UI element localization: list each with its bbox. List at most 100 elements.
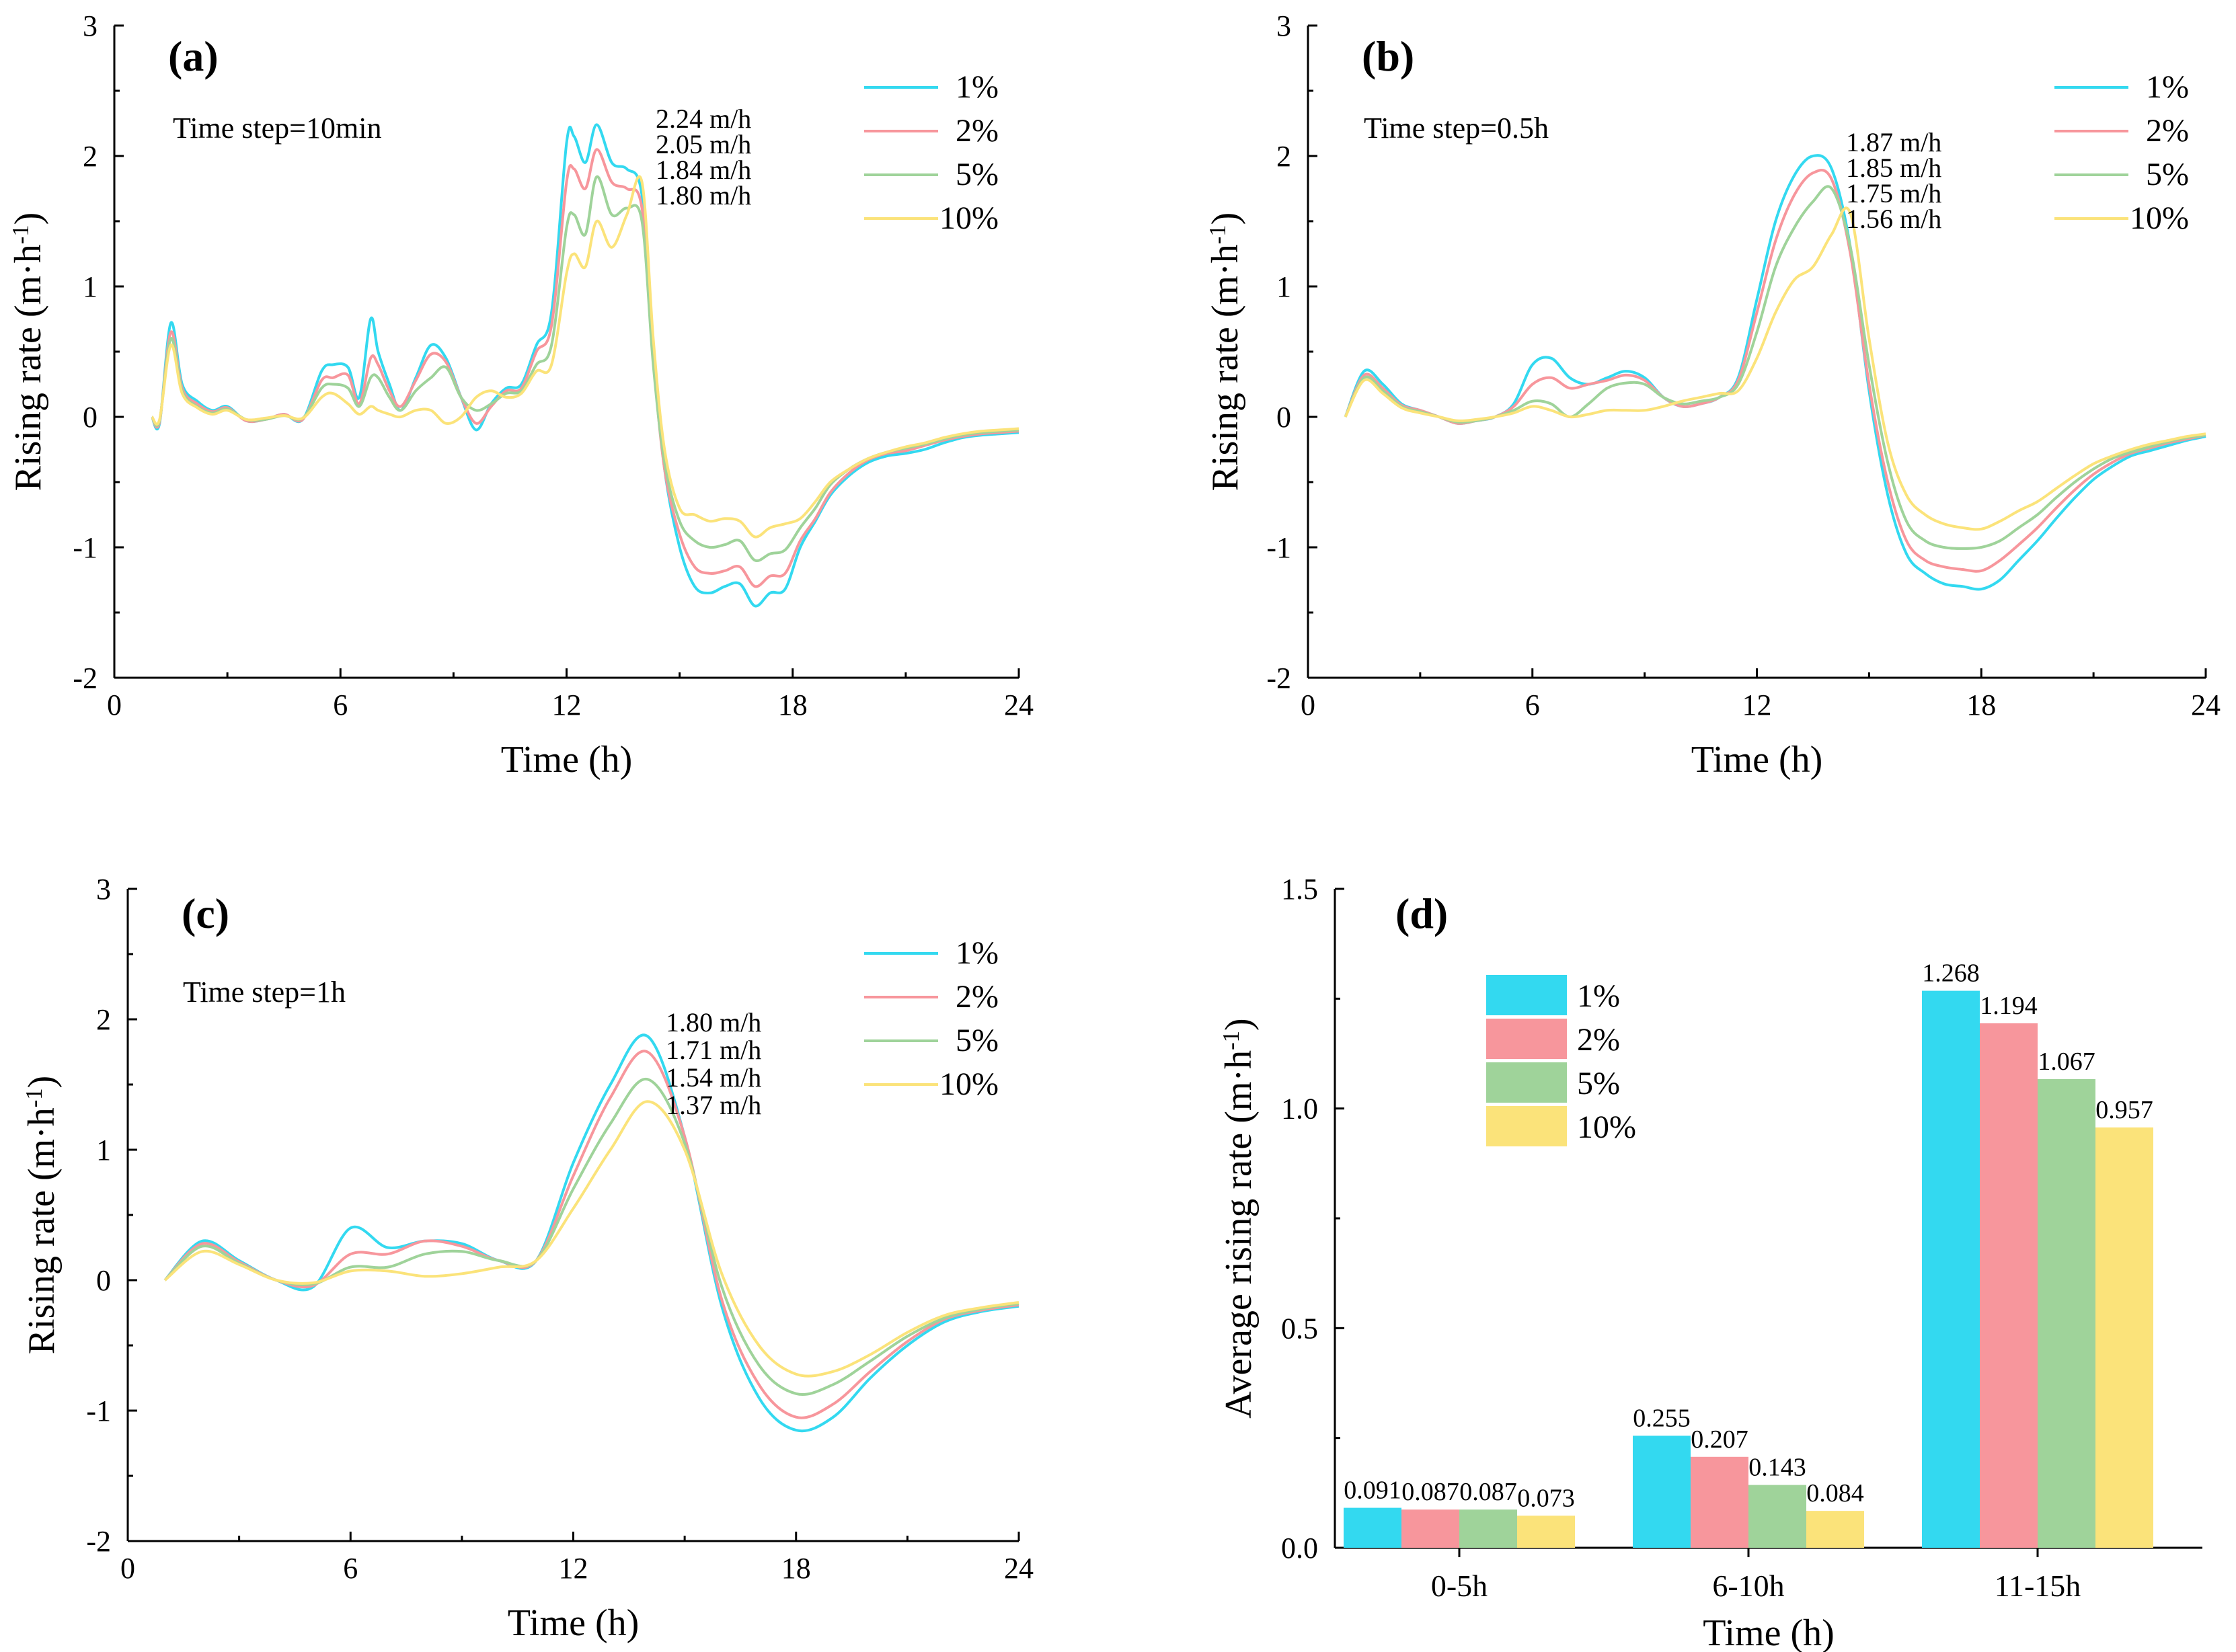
x-tick-label: 0 xyxy=(1301,689,1315,721)
y-axis-label-main: Average rising rate (m·h xyxy=(1218,1050,1260,1419)
legend-label: 5% xyxy=(2146,157,2189,192)
bar-2pct-0-5h xyxy=(1401,1509,1459,1548)
x-tick-label: 18 xyxy=(781,1552,811,1585)
y-axis-label-close: ) xyxy=(1218,1018,1260,1031)
y-axis-label-close: ) xyxy=(1204,212,1246,225)
x-tick-label: 0 xyxy=(120,1552,135,1585)
bar-10pct-11-15h xyxy=(2095,1127,2153,1548)
bar-value-label: 1.067 xyxy=(2038,1048,2095,1076)
peak-value-label: 1.56 m/h xyxy=(1846,204,1941,234)
legend-swatch xyxy=(1486,1019,1567,1059)
bar-1pct-6-10h xyxy=(1633,1435,1691,1548)
series-line-2pct xyxy=(1344,169,2206,573)
legend-label: 2% xyxy=(2146,113,2189,149)
y-tick-label: 3 xyxy=(83,9,98,42)
y-tick-label: 3 xyxy=(96,873,111,906)
legend-label: 10% xyxy=(939,200,999,236)
series-line-2pct xyxy=(163,1050,1019,1419)
x-tick-label: 0 xyxy=(107,689,122,721)
x-tick-label: 6-10h xyxy=(1712,1569,1784,1603)
time-step-annotation: Time step=1h xyxy=(183,976,346,1009)
peak-value-label: 1.80 m/h xyxy=(666,1007,761,1037)
peak-value-label: 1.80 m/h xyxy=(656,180,751,210)
peak-value-label: 1.75 m/h xyxy=(1846,178,1941,208)
x-axis-label: Time (h) xyxy=(1703,1612,1835,1652)
peak-value-label: 1.87 m/h xyxy=(1846,127,1941,157)
y-axis-label-superscript: -1 xyxy=(21,1088,47,1107)
bar-10pct-6-10h xyxy=(1806,1511,1864,1548)
x-tick-label: 18 xyxy=(1966,689,1996,721)
y-axis-label-close: ) xyxy=(7,212,49,225)
y-axis-label-main: Rising rate (m·h xyxy=(7,244,49,491)
bar-value-label: 0.087 xyxy=(1459,1478,1517,1506)
bar-2pct-6-10h xyxy=(1691,1456,1748,1548)
bar-1pct-11-15h xyxy=(1922,990,1980,1548)
bar-value-label: 1.194 xyxy=(1980,992,2038,1020)
series-line-5pct xyxy=(163,1078,1019,1396)
series-line-1pct xyxy=(151,123,1019,608)
x-axis-label: Time (h) xyxy=(501,739,633,781)
x-axis-label: Time (h) xyxy=(1691,739,1823,781)
bar-value-label: 0.087 xyxy=(1401,1478,1459,1506)
y-tick-label: -1 xyxy=(73,531,98,564)
y-tick-label: 0.0 xyxy=(1281,1532,1318,1565)
y-tick-label: 3 xyxy=(1276,9,1291,42)
y-axis-label: Average rising rate (m·h-1) xyxy=(1218,1018,1260,1418)
peak-value-label: 2.05 m/h xyxy=(656,129,751,159)
legend-label: 10% xyxy=(1577,1109,1636,1145)
bar-5pct-0-5h xyxy=(1459,1509,1517,1548)
y-axis-label: Rising rate (m·h-1) xyxy=(21,1076,63,1355)
y-tick-label: -2 xyxy=(1266,662,1291,695)
peak-value-label: 1.85 m/h xyxy=(1846,153,1941,183)
time-step-annotation: Time step=10min xyxy=(173,112,381,145)
y-axis-label: Rising rate (m·h-1) xyxy=(1204,212,1246,491)
x-tick-label: 6 xyxy=(1525,689,1540,721)
legend-label: 10% xyxy=(2130,200,2189,236)
legend-label: 2% xyxy=(956,979,999,1015)
y-tick-label: 0.5 xyxy=(1281,1312,1318,1345)
y-axis-label: Rising rate (m·h-1) xyxy=(7,212,49,491)
y-tick-label: 1.5 xyxy=(1281,873,1318,906)
legend-label: 2% xyxy=(1577,1022,1620,1058)
y-tick-label: -2 xyxy=(86,1525,111,1558)
y-axis-label-superscript: -1 xyxy=(1204,225,1231,244)
y-tick-label: 1.0 xyxy=(1281,1093,1318,1126)
bar-value-label: 0.073 xyxy=(1517,1484,1575,1512)
legend-label: 10% xyxy=(939,1066,999,1102)
x-axis-label: Time (h) xyxy=(508,1602,640,1644)
legend-label: 5% xyxy=(1577,1066,1620,1101)
y-tick-label: 1 xyxy=(96,1134,111,1167)
peak-value-label: 1.71 m/h xyxy=(666,1035,761,1065)
bar-value-label: 0.255 xyxy=(1633,1404,1691,1432)
bar-10pct-0-5h xyxy=(1517,1516,1575,1548)
y-tick-label: 0 xyxy=(1276,401,1291,434)
bar-value-label: 0.207 xyxy=(1691,1425,1748,1454)
y-tick-label: 0 xyxy=(83,401,98,434)
legend-label: 2% xyxy=(956,113,999,149)
bar-1pct-0-5h xyxy=(1344,1507,1401,1548)
y-tick-label: 2 xyxy=(1276,140,1291,173)
x-tick-label: 6 xyxy=(343,1552,358,1585)
x-tick-label: 18 xyxy=(778,689,808,721)
legend-label: 1% xyxy=(956,935,999,971)
y-tick-label: 2 xyxy=(96,1003,111,1036)
series-line-10pct xyxy=(151,175,1019,539)
legend-label: 5% xyxy=(956,1023,999,1058)
bar-5pct-11-15h xyxy=(2038,1078,2095,1548)
legend-label: 5% xyxy=(956,157,999,192)
bar-value-label: 0.143 xyxy=(1748,1454,1806,1482)
panel-label: (d) xyxy=(1395,890,1448,937)
series-line-1pct xyxy=(163,1033,1019,1433)
x-tick-label: 12 xyxy=(552,689,582,721)
y-tick-label: 1 xyxy=(1276,270,1291,303)
panel-label: (b) xyxy=(1362,32,1414,80)
y-tick-label: 2 xyxy=(83,140,98,173)
y-tick-label: -1 xyxy=(86,1394,111,1427)
time-step-annotation: Time step=0.5h xyxy=(1364,112,1549,145)
series-line-1pct xyxy=(1344,154,2206,591)
panel-label: (c) xyxy=(182,890,229,937)
